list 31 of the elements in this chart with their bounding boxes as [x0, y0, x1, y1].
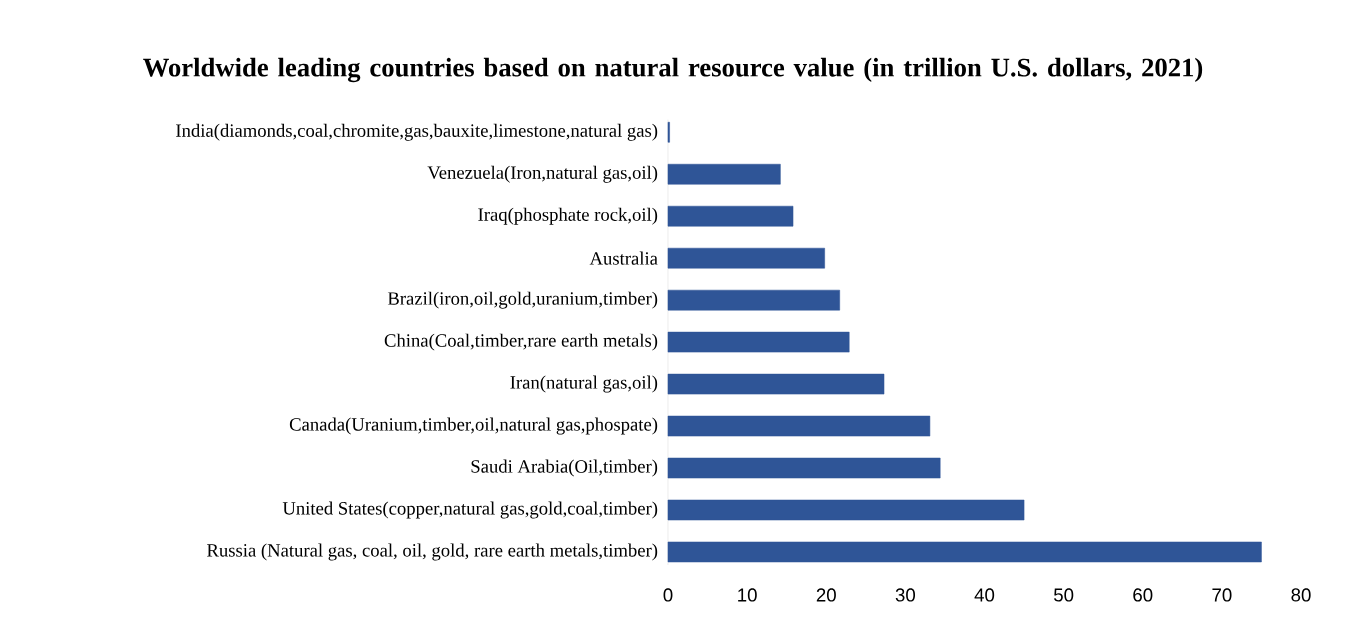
- bar: [667, 247, 825, 269]
- x-tick-label: 20: [816, 588, 836, 602]
- chart-title: Worldwide leading countries based on natural resource value (in trillion U.S. dollars, 2021): [143, 57, 1203, 83]
- x-tick-label: 80: [1291, 588, 1311, 602]
- x-tick-label: 50: [1053, 588, 1074, 602]
- y-tick-label: Saudi Arabia(Oil,timber): [471, 459, 658, 477]
- bar: [667, 289, 840, 311]
- y-tick-label: India(diamonds,coal,chromite,gas,bauxite,limestone,natural gas): [176, 123, 658, 141]
- bar: [667, 205, 794, 227]
- bar: [667, 499, 1025, 521]
- y-tick-label: Venezuela(Iron,natural gas,oil): [427, 165, 658, 183]
- y-tick-label: Iraq(phosphate rock,oil): [478, 207, 658, 225]
- y-tick-label: Canada(Uranium,timber,oil,natural gas,phospate): [289, 417, 658, 435]
- y-tick-label: Russia (Natural gas, coal, oil, gold, rare earth metals,timber): [207, 543, 658, 561]
- y-tick-label: Australia: [589, 251, 658, 265]
- x-tick-label: 10: [738, 588, 757, 602]
- y-tick-label: Brazil(iron,oil,gold,uranium,timber): [387, 291, 658, 309]
- x-tick-label: 70: [1212, 588, 1232, 602]
- x-tick-label: 30: [895, 588, 916, 602]
- y-tick-label: China(Coal,timber,rare earth metals): [384, 333, 658, 351]
- bar: [667, 541, 1262, 563]
- bar: [667, 163, 781, 185]
- y-tick-label: United States(copper,natural gas,gold,coal,timber): [282, 501, 658, 519]
- bar: [667, 457, 941, 479]
- bar: [667, 331, 850, 353]
- x-tick-label: 0: [663, 588, 673, 602]
- x-tick-label: 40: [974, 588, 995, 602]
- y-tick-label: Iran(natural gas,oil): [510, 375, 658, 393]
- bar: [667, 415, 931, 437]
- bar: [667, 373, 885, 395]
- x-tick-label: 60: [1133, 588, 1153, 602]
